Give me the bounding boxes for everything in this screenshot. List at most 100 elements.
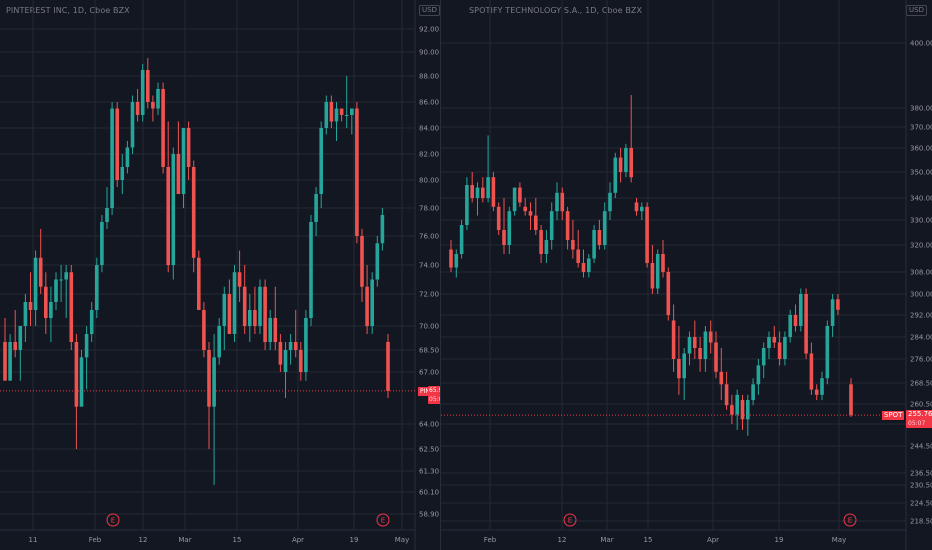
- chart-title: PINTEREST INC, 1D, Cboe BZX: [6, 6, 130, 15]
- y-tick-label: 90.00: [419, 49, 439, 57]
- candle-body: [304, 318, 308, 372]
- candle-body: [263, 286, 267, 342]
- candle-body: [698, 348, 702, 359]
- candle-body: [571, 240, 575, 250]
- candle-body: [629, 148, 633, 178]
- candlestick-chart[interactable]: 400.00 380.00 370.00 360.00 350.00 340.00 330.…: [441, 0, 932, 550]
- candle-body: [761, 348, 766, 366]
- candle-body: [105, 208, 109, 222]
- candle-body: [597, 230, 602, 245]
- earnings-icon: E: [106, 513, 120, 527]
- x-tick-label: 15: [644, 536, 653, 544]
- y-tick-label: 380.00: [910, 105, 932, 113]
- y-tick-label: 68.50: [419, 347, 439, 355]
- candle-body: [375, 243, 380, 280]
- candle-body: [69, 272, 74, 342]
- candle-body: [671, 320, 676, 359]
- candle-body: [370, 279, 374, 326]
- candle-body: [329, 102, 334, 122]
- candle-body: [49, 302, 53, 318]
- candle-body: [232, 272, 237, 334]
- earnings-label: E: [381, 517, 385, 525]
- candle-body: [820, 378, 824, 395]
- candle-body: [549, 211, 554, 240]
- candle-body: [783, 337, 787, 359]
- candle-body: [268, 318, 272, 342]
- candle-body: [135, 102, 140, 115]
- y-tick-label: 60.10: [419, 489, 439, 497]
- candle-body: [319, 128, 323, 194]
- currency-label[interactable]: USD: [419, 5, 440, 16]
- x-tick-label: May: [832, 536, 846, 544]
- y-tick-label: 64.00: [419, 421, 439, 429]
- candle-body: [470, 185, 474, 198]
- earnings-circle: [376, 513, 390, 527]
- candle-body: [799, 294, 803, 326]
- candle-body: [666, 272, 671, 315]
- grid: [0, 0, 415, 530]
- candle-body: [171, 154, 176, 265]
- candle-body: [110, 108, 114, 208]
- y-tick-label: 340.00: [910, 195, 932, 203]
- price-badge: 65.91 05:07: [428, 385, 440, 404]
- y-tick-label: 276.00: [910, 356, 932, 364]
- y-tick-label: 61.30: [419, 468, 439, 476]
- symbol-badge: PINS: [418, 386, 431, 396]
- candle-body: [334, 108, 339, 122]
- pane-divider[interactable]: [440, 0, 441, 550]
- candle-body: [79, 357, 84, 407]
- candles: [449, 95, 853, 436]
- candle-body: [222, 294, 227, 326]
- candle-body: [613, 157, 618, 193]
- earnings-circle: [106, 513, 120, 527]
- candle-body: [59, 279, 63, 281]
- y-tick-label: 320.00: [910, 242, 932, 250]
- candle-body: [687, 337, 692, 354]
- candle-body: [512, 187, 517, 212]
- x-tick-label: 12: [558, 536, 567, 544]
- candle-body: [518, 187, 522, 203]
- candle-body: [360, 236, 364, 287]
- candle-body: [202, 310, 206, 350]
- y-tick-label: 92.00: [419, 26, 439, 34]
- candle-body: [115, 108, 119, 180]
- candle-body: [339, 108, 344, 115]
- candle-body: [491, 177, 496, 207]
- candle-body: [242, 286, 247, 326]
- y-tick-label: 268.50: [910, 380, 932, 388]
- earnings-icon: E: [843, 513, 857, 527]
- candle-body: [130, 102, 135, 148]
- candle-body: [618, 157, 623, 172]
- candle-body: [677, 359, 681, 379]
- chart-panel-spotify[interactable]: SPOTIFY TECHNOLOGY S.A., 1D, Cboe BZX US…: [441, 0, 932, 550]
- candle-body: [120, 167, 125, 180]
- candle-body: [309, 222, 313, 318]
- candlestick-chart[interactable]: 92.00 90.00 88.00 86.00 84.00 82.00 80.00 78.00…: [0, 0, 440, 550]
- y-tick-label: 72.00: [419, 291, 439, 299]
- candle-body: [565, 211, 570, 240]
- candle-body: [735, 394, 739, 415]
- y-tick-label: 300.00: [910, 291, 932, 299]
- candle-body: [44, 286, 48, 318]
- candle-body: [751, 384, 755, 401]
- y-tick-label: 82.00: [419, 151, 439, 159]
- candle-body: [8, 342, 12, 381]
- candle-body: [191, 167, 196, 258]
- candle-body: [299, 350, 303, 372]
- candle-body: [814, 389, 819, 395]
- candle-body: [528, 211, 533, 216]
- chart-panel-pinterest[interactable]: PINTEREST INC, 1D, Cboe BZX USD 92.00 90.…: [0, 0, 440, 550]
- candle-body: [581, 263, 586, 272]
- candle-body: [507, 211, 512, 245]
- y-tick-label: 67.00: [419, 369, 439, 377]
- candle-body: [772, 337, 777, 343]
- candle-body: [560, 192, 565, 212]
- candle-body: [207, 350, 211, 407]
- candle-body: [475, 187, 480, 198]
- candle-body: [186, 128, 191, 167]
- candle-body: [288, 342, 293, 350]
- candle-body: [125, 147, 130, 167]
- candle-body: [38, 257, 43, 287]
- candles: [3, 58, 390, 485]
- candle-body: [804, 294, 808, 354]
